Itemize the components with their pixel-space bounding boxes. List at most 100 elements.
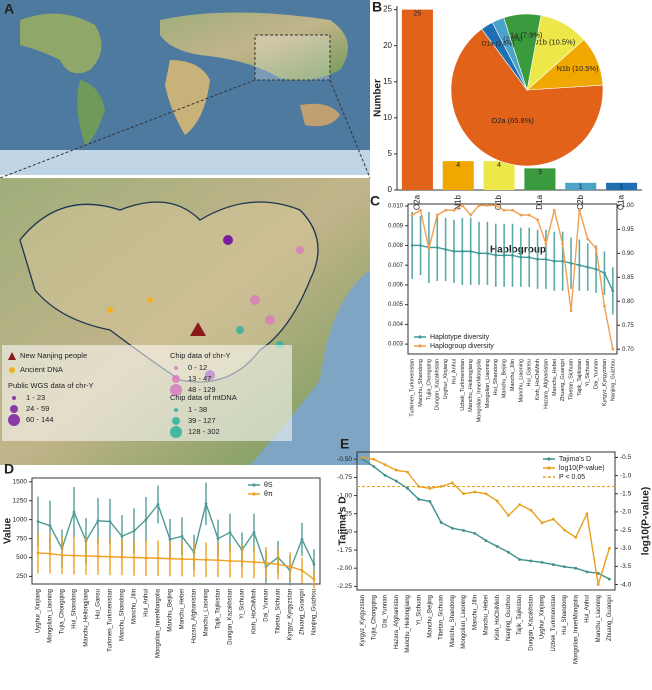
y-tick-label: 500 xyxy=(16,554,27,561)
panel-label: D xyxy=(4,461,14,477)
point xyxy=(494,253,498,257)
point xyxy=(444,247,448,251)
point xyxy=(132,529,136,533)
point xyxy=(563,565,566,569)
legend-title: Public WGS data of chr-Y xyxy=(8,381,93,390)
point xyxy=(552,208,556,212)
point xyxy=(563,528,566,532)
y-tick-label: 20 xyxy=(383,41,392,50)
point xyxy=(120,534,124,538)
legend-label: 48 - 129 xyxy=(188,385,216,394)
x-tick-label: Dai_Yunnan xyxy=(264,589,270,622)
map-legend-box xyxy=(2,345,292,441)
point xyxy=(519,255,523,259)
x-tick-label: Hazara_Afghanistan xyxy=(394,595,400,649)
x-tick-label: Turkmen_Turkmenistan xyxy=(108,589,114,652)
point xyxy=(372,457,376,461)
x-tick-label: Hui_Shandong xyxy=(562,595,568,635)
x-tick-label: Tujia_Chongqing xyxy=(426,359,432,400)
world-map xyxy=(0,0,371,179)
x-tick-label: Yi_Sichuan xyxy=(240,589,246,619)
point xyxy=(577,208,581,212)
legend-marker xyxy=(9,367,15,373)
bar xyxy=(401,9,433,190)
point xyxy=(216,537,220,540)
point xyxy=(540,561,544,564)
y-tick-label: 0.009 xyxy=(388,223,404,229)
point xyxy=(96,519,100,523)
y-tick-label: -1.00 xyxy=(337,492,352,499)
legend-label: P < 0.05 xyxy=(559,474,585,481)
legend-title: Ancient DNA xyxy=(20,365,63,374)
point xyxy=(452,249,456,253)
point xyxy=(406,470,409,474)
point xyxy=(596,583,600,586)
x-tick-label: Manchu_Jilin xyxy=(510,359,516,391)
pie-label: O1b (10.5%) xyxy=(533,37,576,46)
point xyxy=(486,204,489,207)
legend-label: 60 - 144 xyxy=(26,415,54,424)
bar xyxy=(606,182,638,190)
point xyxy=(473,490,477,494)
x-tick-label: Manchu_Liaoning xyxy=(204,589,210,636)
y-tick-label: -0.75 xyxy=(337,474,352,481)
x-tick-label: Manchu_Heilongjiang xyxy=(405,595,411,653)
pie-label: O1a (2.6%) xyxy=(481,40,514,47)
point xyxy=(544,257,548,261)
map-legend: New Nanjing people Ancient DNA Public WGS … xyxy=(8,351,237,438)
y-tick-label: 0.004 xyxy=(388,322,404,328)
y-tick-label: 5 xyxy=(388,149,393,158)
point xyxy=(288,565,292,568)
value-label: 1 xyxy=(579,184,583,191)
point xyxy=(607,577,611,581)
point xyxy=(529,508,533,512)
point xyxy=(585,512,589,516)
legend-marker xyxy=(8,414,20,426)
panel-label: E xyxy=(340,436,349,452)
y2-tick-label: 0.80 xyxy=(622,299,634,305)
pie-label: D1a (7.9%) xyxy=(505,30,543,39)
y-tick-label: 1500 xyxy=(13,479,28,486)
x-tick-label: Mongolian_Liaoning xyxy=(48,589,54,643)
point xyxy=(540,521,544,525)
legend-label: 13 - 47 xyxy=(188,374,211,383)
x-tick-label: Mongolian_InnerMongolia xyxy=(156,588,162,658)
x-tick-label: Nanjing_Guizhou xyxy=(506,595,512,641)
legend-marker xyxy=(172,375,180,383)
point xyxy=(300,568,304,572)
y2-tick-label: -1.5 xyxy=(620,490,632,497)
panel-label: A xyxy=(4,1,14,17)
point xyxy=(204,502,208,506)
x-axis-label: Haplogroup xyxy=(490,245,546,256)
x-tick-label: Kinh_HoChiMinh xyxy=(495,595,501,640)
point xyxy=(460,204,464,207)
point xyxy=(594,247,598,250)
x-tick-label: Manchu_Shandong xyxy=(120,589,126,641)
point xyxy=(574,566,578,570)
point xyxy=(574,535,578,539)
point xyxy=(611,347,615,351)
point xyxy=(427,247,431,250)
point xyxy=(410,244,414,247)
point xyxy=(518,503,522,507)
legend-marker xyxy=(170,384,182,396)
point xyxy=(156,503,160,506)
point xyxy=(48,552,52,556)
y2-tick-label: -2.0 xyxy=(620,509,632,516)
x-tick-label: Manchu_Beijing xyxy=(502,359,508,398)
x-tick-label: Manchu_Liaoning xyxy=(596,595,602,642)
x-tick-label: Uyghur_Xinjiang xyxy=(443,359,449,399)
legend-marker xyxy=(172,417,180,425)
point xyxy=(527,213,531,217)
point xyxy=(120,555,124,559)
x-tick-label: O2a xyxy=(413,194,422,210)
point xyxy=(469,213,473,217)
y-tick-label: -1.50 xyxy=(337,529,352,536)
x-tick-label: Hui_Anhui xyxy=(585,595,591,623)
panel-label: C xyxy=(370,193,380,209)
x-tick-label: Manchu_Hebei xyxy=(552,359,558,396)
x-tick-label: Zhuang_Guangxi xyxy=(300,589,306,635)
legend-label: 1 - 23 xyxy=(26,393,45,402)
point xyxy=(586,237,590,241)
y-tick-label: 0.010 xyxy=(388,204,404,210)
